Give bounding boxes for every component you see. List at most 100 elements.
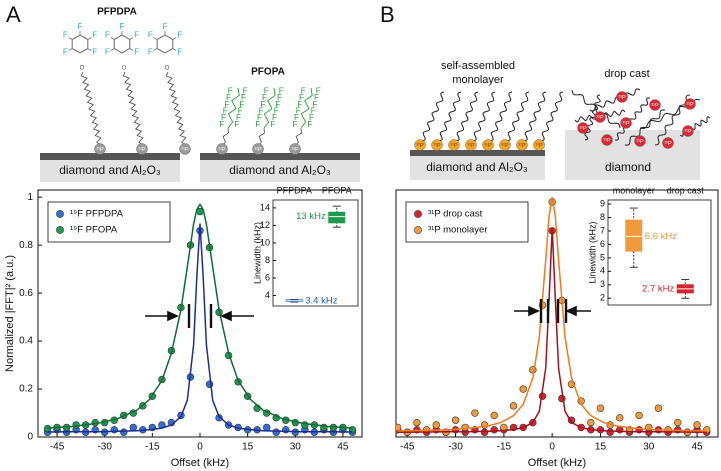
bond [153,48,158,51]
data-point [471,409,479,417]
data-point [480,428,489,436]
y-tick-label: 0.2 [19,384,33,395]
fluoro-chain [227,87,240,129]
phenyl-ring [156,34,174,54]
atom-label: ³¹P [138,147,146,153]
x-tick-label: -30 [97,442,112,453]
ligand-chain [472,91,496,142]
atom-label: ³¹P [596,115,604,121]
bond [87,37,92,40]
atom-label: ³¹P [291,147,299,153]
atom-label: F [294,113,299,122]
atom-label: O [165,66,170,72]
box [625,219,643,252]
y-tick-label: 0.6 [19,288,33,299]
legend-marker [56,210,64,218]
x-tick-label: 30 [643,442,655,453]
ligand-chain [589,88,641,112]
x-tick-label: 15 [595,442,607,453]
data-point [490,411,498,420]
phosphorus-atom [136,143,148,155]
atom-label: ³¹P [450,143,458,149]
atom-label: ³¹P [96,147,104,153]
x-tick-label: 15 [242,442,254,453]
atom-label: F [234,120,239,129]
atom-label: ³¹P [622,121,630,127]
atom-label: F [226,93,231,102]
atom-label: F [105,31,110,40]
ligand-chain [489,91,513,142]
phosphorus-atom [448,139,460,151]
phosphorus-atom [620,117,632,129]
phosphorus-atom [431,139,443,151]
atom-label: F [314,93,319,102]
phosphorus-atom [616,91,628,103]
ligand-chain [571,89,621,129]
data-point [413,418,421,427]
median-label: 13 kHz [296,211,326,222]
atom-label: F [312,100,317,109]
atom-label: ³¹P [579,126,587,132]
fwhm-markers [145,299,591,328]
alkyl-chain [257,127,265,147]
molecule-label: PFOPA [251,67,285,78]
y-tick-label: 2 [600,293,605,303]
atom-label: ³¹P [535,143,543,149]
data-point [674,418,682,427]
atom-label: F [279,86,284,95]
phosphorus-atom [179,143,191,155]
data-point [205,380,214,388]
y-tick-label: 1 [27,192,33,203]
x-axis-label: Offset (kHz) [528,457,586,469]
y-tick-label: 8 [600,212,605,222]
phosphorus-atom [594,111,606,123]
phosphorus-atom [465,139,477,151]
phosphorus-atom [634,135,646,147]
data-point [282,426,290,434]
alkyl-chain [294,127,302,147]
y-tick-label: 0 [27,432,33,443]
legend-box [405,201,529,243]
data-point [451,416,460,424]
atom-label: F [255,120,260,129]
ligand-chain [455,91,479,142]
data-point [596,404,605,412]
median-label: 3.4 kHz [305,295,337,306]
ligand-chain [506,91,530,142]
phosphorus-atom [682,125,694,137]
ligand-chain [421,91,445,142]
phosphorus-atom [649,99,661,111]
atom-label: F [270,120,275,129]
y-tick-label: 12 [260,220,270,230]
data-point [616,414,624,422]
atom-label: F [221,113,226,122]
atom-label: ³¹P [686,102,694,108]
atom-label: ³¹P [433,143,441,149]
category-label: monolayer [613,185,655,195]
data-point [461,423,469,432]
molecule-label: PFPDPA [97,7,137,18]
data-point [693,421,701,429]
atom-label: F [311,106,316,115]
atom-label: F [272,113,277,122]
atom-label: F [257,113,262,122]
y-axis-label: Linewidth (kHz) [252,222,262,284]
diagram-label: monolayer [452,74,504,86]
atom-label: F [274,106,279,115]
y-tick-label: 4 [600,266,605,276]
data-point [129,423,137,432]
substrate-label: diamond and Al₂O₃ [426,160,528,174]
substrate-box [40,160,180,182]
category-label: PFOPA [322,185,352,195]
legend-marker [56,226,64,234]
legend-label: ¹⁹F PFPDPA [70,209,124,220]
substrate-box [410,156,545,180]
atom-label: F [163,22,168,31]
atom-label: ³¹P [603,138,611,144]
y-tick-label: 5 [600,252,605,262]
phenyl-ring [71,34,89,54]
y-axis-label: Normalized |FFT|² (a.u.) [4,255,16,372]
x-axis-label: Offset (kHz) [171,457,229,469]
